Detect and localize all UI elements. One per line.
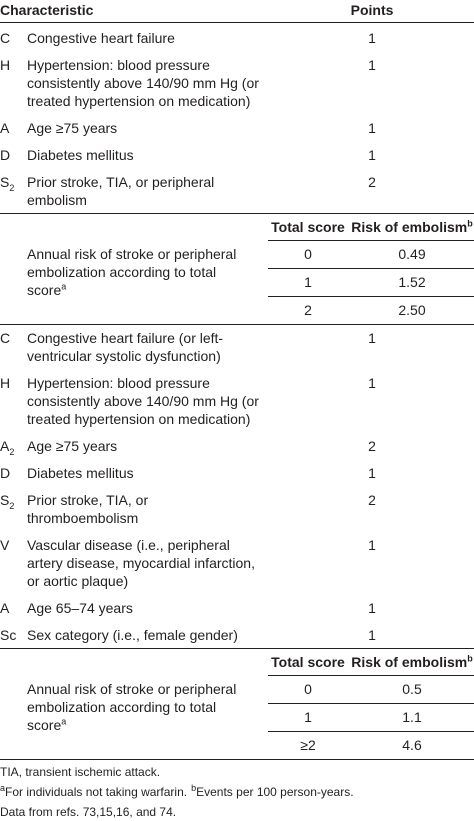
risk-note: b [467, 652, 473, 663]
item-points: 2 [368, 491, 376, 508]
item-points: 1 [368, 374, 376, 391]
item-letter: D [0, 146, 11, 163]
item-letter: Sc [0, 626, 17, 643]
item-letter: A2 [0, 437, 15, 457]
item-points: 1 [368, 329, 376, 346]
total-score-header: Total score [271, 653, 345, 670]
risk-value: 1.52 [398, 274, 426, 290]
item-letter: A [0, 119, 10, 136]
risk-label: scorea [27, 281, 67, 298]
label-note: a [61, 716, 67, 727]
item-text: Age 65–74 years [27, 599, 133, 616]
risk-label: embolization according to total [27, 699, 217, 715]
item-text: embolism [27, 191, 87, 208]
rule [268, 240, 474, 241]
rule [268, 675, 474, 676]
footnote-source: Data from refs. 73,15,16, and 74. [0, 805, 177, 819]
total-score: 1 [304, 274, 312, 290]
item-letter: A [0, 599, 10, 616]
item-text: Prior stroke, TIA, or peripheral [27, 173, 215, 190]
rule [268, 268, 474, 269]
total-score: 2 [304, 302, 312, 318]
item-points: 2 [368, 173, 376, 190]
letter-subscript: 2 [9, 446, 15, 457]
item-points: 1 [368, 29, 376, 46]
item-text: Diabetes mellitus [27, 146, 134, 163]
item-text: Congestive heart failure (or left- [27, 329, 224, 346]
risk-label: Annual risk of stroke or peripheral [27, 681, 237, 697]
item-text: Prior stroke, TIA, or [27, 491, 149, 508]
item-text: Congestive heart failure [27, 29, 175, 46]
item-letter: D [0, 464, 11, 481]
footnote-abbreviation: TIA, transient ischemic attack. [0, 765, 161, 779]
item-letter: H [0, 374, 11, 391]
risk-value: 4.6 [402, 737, 422, 753]
item-text: artery disease, myocardial infarction, [27, 554, 255, 571]
item-letter: C [0, 329, 11, 346]
rule [268, 703, 474, 704]
item-text: Hypertension: blood pressure [27, 56, 210, 73]
item-letter: C [0, 29, 11, 46]
risk-value: 1.1 [402, 709, 422, 725]
risk-value: 0.5 [402, 681, 422, 697]
rule [0, 22, 474, 23]
header-characteristic: Characteristic [0, 2, 94, 18]
risk-label: Annual risk of stroke or peripheral [27, 246, 237, 262]
item-text: or aortic plaque) [27, 572, 129, 589]
item-letter: S2 [0, 173, 15, 193]
total-score: 0 [304, 681, 312, 697]
item-text: Age ≥75 years [27, 119, 118, 136]
item-text: Hypertension: blood pressure [27, 374, 210, 391]
rule [0, 213, 474, 214]
item-text: Diabetes mellitus [27, 464, 134, 481]
note-mark: a [0, 783, 6, 793]
label-note: a [61, 281, 67, 292]
item-text: thromboembolism [27, 509, 139, 526]
item-letter: H [0, 56, 11, 73]
item-points: 1 [368, 56, 376, 73]
note-text: For individuals not taking warfarin. [5, 785, 188, 799]
item-text: treated hypertension on medication) [27, 92, 251, 109]
item-points: 1 [368, 536, 376, 553]
total-score: 0 [304, 246, 312, 262]
rule [0, 648, 474, 649]
rule [0, 759, 474, 760]
risk-header: Risk of embolismb [351, 217, 473, 235]
item-text: Vascular disease (i.e., peripheral [27, 536, 230, 553]
header-points: Points [350, 2, 394, 18]
rule [0, 324, 474, 325]
item-points: 1 [368, 464, 376, 481]
letter-subscript: 2 [9, 500, 15, 511]
risk-note: b [467, 217, 473, 228]
item-points: 2 [368, 437, 376, 454]
total-score: 1 [304, 709, 312, 725]
item-text: Sex category (i.e., female gender) [27, 626, 238, 643]
item-points: 1 [368, 146, 376, 163]
total-score: ≥2 [300, 737, 316, 753]
risk-value: 2.50 [398, 302, 426, 318]
rule [268, 296, 474, 297]
item-text: treated hypertension on medication) [27, 410, 251, 427]
note-text: Events per 100 person-years. [196, 785, 354, 799]
risk-label: embolization according to total [27, 264, 217, 280]
item-letter: V [0, 536, 10, 553]
item-text: Age ≥75 years [27, 437, 118, 454]
note-mark: b [191, 783, 197, 793]
risk-header: Risk of embolismb [351, 652, 473, 670]
item-text: ventricular systolic dysfunction) [27, 347, 221, 364]
rule [268, 731, 474, 732]
item-text: consistently above 140/90 mm Hg (or [27, 392, 259, 409]
item-points: 1 [368, 119, 376, 136]
item-text: consistently above 140/90 mm Hg (or [27, 74, 259, 91]
risk-label: scorea [27, 716, 67, 733]
item-points: 1 [368, 599, 376, 616]
total-score-header: Total score [271, 218, 345, 235]
risk-value: 0.49 [398, 246, 426, 262]
letter-subscript: 2 [9, 182, 15, 193]
item-letter: S2 [0, 491, 15, 511]
footnote-notes: aFor individuals not taking warfarin. bEv… [0, 783, 354, 801]
item-points: 1 [368, 626, 376, 643]
